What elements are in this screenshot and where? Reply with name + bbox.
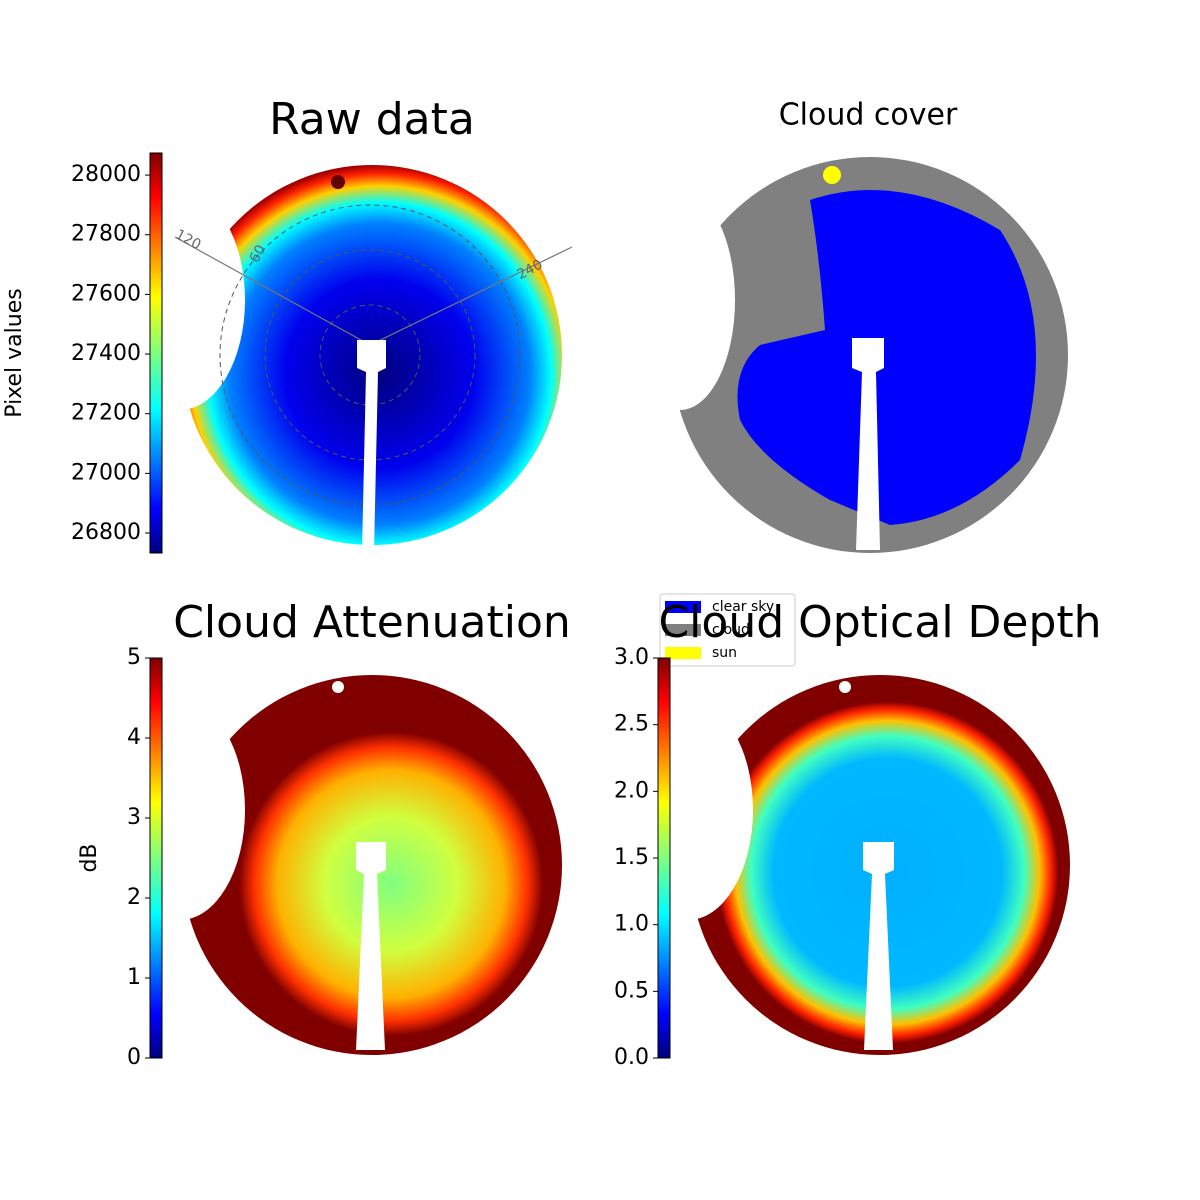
- tick-label: 27400: [71, 341, 141, 366]
- tick-label: 2: [127, 885, 141, 910]
- colorbar: [149, 152, 163, 554]
- panel-title: Raw data: [269, 94, 475, 145]
- colorbar: [149, 657, 163, 1059]
- legend-label: clear sky: [712, 599, 774, 615]
- tick-label: 3: [127, 805, 141, 830]
- panel-title: Cloud Attenuation: [173, 597, 571, 648]
- tick-label: 1.0: [614, 912, 649, 937]
- tick-label: 27200: [71, 401, 141, 426]
- tick-label: 2.0: [614, 778, 649, 803]
- legend-label: sun: [712, 645, 737, 661]
- legend-swatch: [665, 601, 701, 613]
- tick-label: 1.5: [614, 845, 649, 870]
- legend-label: cloud: [712, 622, 750, 638]
- legend-swatch: [665, 624, 701, 636]
- tick-label: 26800: [71, 520, 141, 545]
- tick-label: 0: [127, 1045, 141, 1070]
- tick-label: 0.5: [614, 978, 649, 1003]
- cloud-mask: [625, 157, 1068, 553]
- tick-label: 27600: [71, 281, 141, 306]
- colorbar-label: Pixel values: [2, 288, 27, 417]
- tick-label: 1: [127, 965, 141, 990]
- tick-label: 0.0: [614, 1045, 649, 1070]
- attenuation-image: [115, 675, 562, 1055]
- panel-title: Cloud cover: [779, 98, 958, 133]
- optical-depth-image: [623, 675, 1070, 1055]
- tick-label: 27000: [71, 460, 141, 485]
- tick-label: 27800: [71, 222, 141, 247]
- tick-label: 5: [127, 645, 141, 670]
- tick-label: 4: [127, 725, 141, 750]
- panel-title: Cloud Optical Depth: [658, 597, 1101, 648]
- legend-swatch: [665, 647, 701, 659]
- sky-image: 120 60 240: [115, 165, 573, 552]
- colorbar: [657, 657, 671, 1059]
- polar-label: 60: [247, 242, 270, 265]
- colorbar-label: dB: [77, 843, 102, 872]
- tick-label: 28000: [71, 162, 141, 187]
- tick-label: 2.5: [614, 712, 649, 737]
- tick-label: 3.0: [614, 645, 649, 670]
